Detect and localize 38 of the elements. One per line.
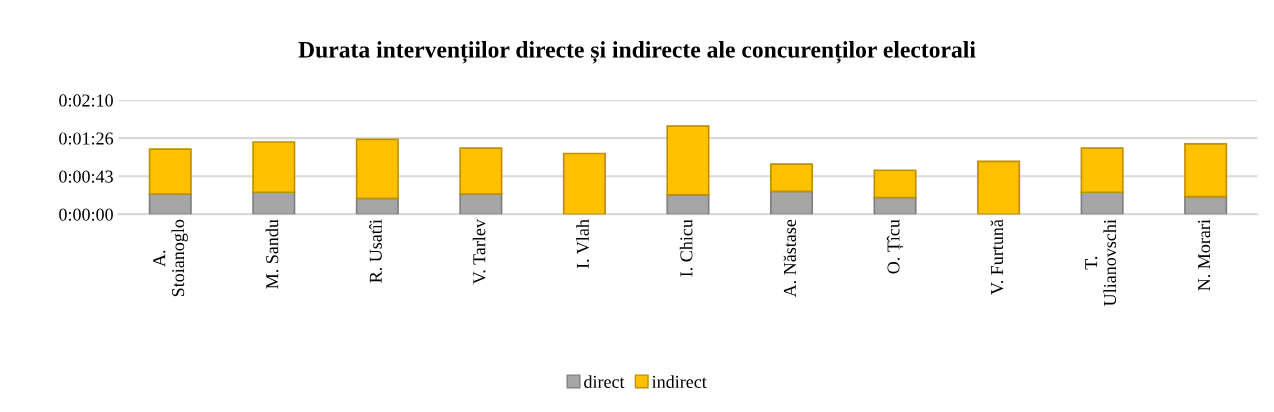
bar [1080, 191, 1124, 215]
bar [977, 160, 1021, 215]
x-tick-label: A. Năstase [783, 219, 797, 298]
bar [355, 138, 399, 200]
bar [355, 197, 399, 215]
x-tick-label: R. Usatîi [369, 219, 382, 283]
x-tick-label: O. Țîcu [886, 219, 904, 274]
bar [459, 193, 503, 215]
y-tick-label: 0:00:00 [59, 208, 113, 221]
x-tick-label: M. Sandu [265, 219, 279, 289]
bar [252, 141, 296, 194]
bar [148, 193, 192, 215]
bar [1184, 142, 1228, 198]
x-tick-label: V. Furtună [990, 219, 1004, 295]
bar [1184, 195, 1228, 215]
bar [873, 196, 917, 215]
bar [562, 152, 606, 215]
bar [252, 191, 296, 215]
bar [873, 169, 917, 199]
x-tick-label: T. Ulianovschi [1085, 219, 1117, 306]
bar [148, 148, 192, 195]
bar [459, 147, 503, 195]
chart-title: Durata intervențiilor directe și indirecte ale concurenților electorali [298, 41, 976, 64]
bar [666, 125, 710, 196]
y-tick-label: 0:01:26 [59, 132, 114, 145]
bar [769, 163, 814, 193]
x-tick-label: I. Chicu [679, 219, 693, 277]
y-tick-label: 0:00:43 [59, 170, 113, 183]
legend-label: indirect [652, 375, 707, 388]
x-tick-label: V. Tarlev [472, 219, 486, 285]
x-tick-label: A. Stoianoglo [153, 219, 188, 297]
bar [1080, 147, 1124, 194]
bar [769, 190, 814, 215]
legend-label: direct [584, 375, 625, 388]
bar [666, 194, 710, 215]
x-tick-label: N. Morari [1198, 219, 1211, 291]
x-tick-label: I. Vlah [576, 219, 590, 269]
y-tick-label: 0:02:10 [59, 94, 113, 107]
